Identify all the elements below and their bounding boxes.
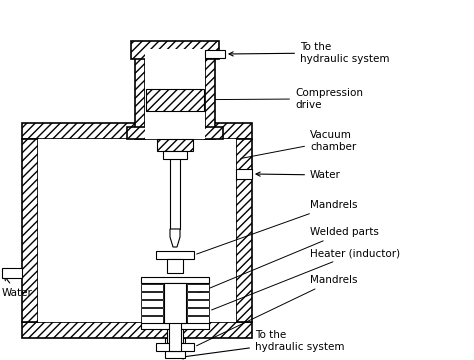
Bar xyxy=(187,308,209,315)
Text: Compression
drive: Compression drive xyxy=(153,88,363,109)
Bar xyxy=(236,169,252,179)
Text: Water: Water xyxy=(2,276,33,298)
Bar xyxy=(165,338,185,358)
Bar xyxy=(156,343,194,351)
Text: Heater (inductor): Heater (inductor) xyxy=(211,248,400,310)
Bar xyxy=(141,316,163,323)
Bar xyxy=(187,292,209,299)
Text: Water: Water xyxy=(256,170,341,180)
Bar xyxy=(22,139,38,322)
Polygon shape xyxy=(170,229,180,247)
Bar xyxy=(22,322,252,338)
Bar xyxy=(205,50,225,58)
Text: Vacuum
chamber: Vacuum chamber xyxy=(241,130,356,158)
Bar xyxy=(167,329,183,343)
Bar xyxy=(187,316,209,323)
Bar xyxy=(157,139,193,151)
Bar xyxy=(170,151,180,229)
Bar xyxy=(141,323,209,329)
Text: To the
hydraulic system: To the hydraulic system xyxy=(179,330,345,359)
Text: To the
hydraulic system: To the hydraulic system xyxy=(229,42,390,64)
Bar xyxy=(205,49,215,139)
Bar xyxy=(187,284,209,291)
Bar xyxy=(141,292,163,299)
Bar xyxy=(127,127,223,139)
Bar xyxy=(141,300,163,307)
Text: Welded parts: Welded parts xyxy=(189,227,379,297)
Text: Mandrels: Mandrels xyxy=(197,200,357,254)
Bar xyxy=(169,322,181,351)
Bar xyxy=(187,300,209,307)
Text: Mandrels: Mandrels xyxy=(197,275,357,346)
Bar xyxy=(167,259,183,273)
Bar xyxy=(141,277,209,283)
Bar xyxy=(141,284,163,291)
Bar xyxy=(22,123,252,139)
Bar xyxy=(38,139,236,322)
Bar xyxy=(164,283,186,323)
Bar xyxy=(163,151,187,159)
Bar xyxy=(135,49,145,139)
Bar xyxy=(156,251,194,259)
Bar xyxy=(145,49,205,139)
Bar xyxy=(131,41,219,59)
Bar xyxy=(2,268,22,278)
Bar xyxy=(236,139,252,322)
Bar xyxy=(141,308,163,315)
Bar xyxy=(146,89,204,111)
